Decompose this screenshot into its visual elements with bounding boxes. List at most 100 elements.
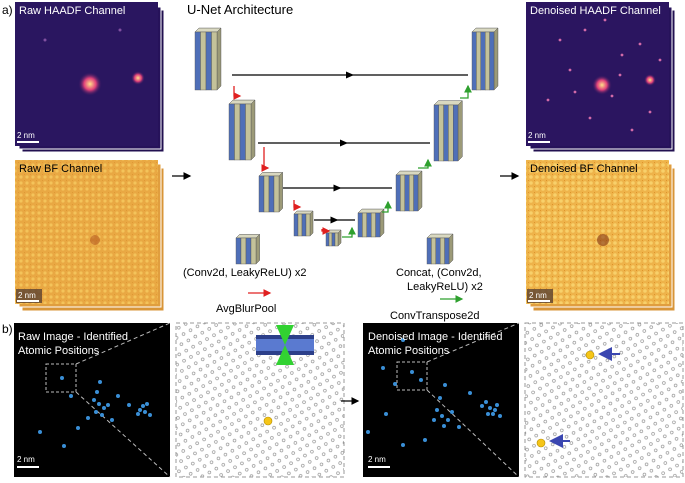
beam-bottom-icon: [276, 345, 294, 365]
haadf-atom-0: [558, 38, 562, 42]
legend-concat-block-shape: [426, 233, 454, 265]
legend-pool-label: AvgBlurPool: [216, 303, 276, 315]
skip-connection-3-head: [333, 184, 342, 192]
raw-atom-17: [76, 426, 80, 430]
denoised-bf-image: 2 nm: [526, 160, 676, 312]
raw-atom-16: [136, 412, 140, 416]
haadf-atom-4: [568, 68, 572, 72]
haadf-atom-13: [618, 73, 622, 77]
denoised-atom-14: [491, 412, 495, 416]
denoised-bf-scalebar-label: 2 nm: [529, 291, 547, 300]
pool-arrow-3: [293, 200, 302, 211]
pool-arrow-4: [321, 227, 331, 235]
haadf-atom-5: [610, 94, 614, 98]
denoised-zoom-lattice: [524, 322, 684, 478]
raw-atom-21: [116, 394, 120, 398]
unet-title: U-Net Architecture: [187, 2, 293, 17]
denoised-haadf-image: 2 nm: [526, 2, 676, 153]
denoised-atom-3: [438, 396, 442, 400]
raw-atom-13: [145, 402, 149, 406]
raw-atom-5: [102, 406, 106, 410]
denoised-atom-9: [432, 418, 436, 422]
denoised-atom-10: [484, 400, 488, 404]
denoised-atom-12: [493, 408, 497, 412]
unet-dec-block-3: [395, 170, 423, 212]
panel-a-label: a): [2, 3, 13, 17]
haadf-atom-6: [588, 116, 592, 120]
raw-bf-image: 2 nm: [15, 160, 165, 312]
denoised-atom-1: [393, 382, 397, 386]
up-arrow-4: [460, 84, 472, 99]
denoised-haadf-title: Denoised HAADF Channel: [530, 5, 661, 17]
denoised-atom-0: [410, 370, 414, 374]
denoised-atom-6: [446, 418, 450, 422]
unet-enc-block-2: [228, 99, 256, 161]
raw-positions-scalebar-label: 2 nm: [17, 455, 35, 464]
denoised-atom-11: [488, 406, 492, 410]
denoised-atom-13: [495, 403, 499, 407]
up-arrow-1: [342, 226, 356, 238]
beam-top-icon: [276, 325, 294, 345]
pool-arrow-1: [233, 86, 242, 100]
raw-atom-20: [62, 444, 66, 448]
raw-haadf-title: Raw HAADF Channel: [19, 5, 125, 17]
skip-connection-2-head: [340, 139, 348, 147]
raw-atom-12: [141, 404, 145, 408]
unet-bottleneck: [325, 229, 342, 247]
raw-atom-19: [38, 430, 42, 434]
up-arrow-2: [382, 200, 392, 213]
raw-positions-title-1: Raw Image - Identified: [18, 331, 128, 343]
denoised-atom-17: [480, 404, 484, 408]
legend-conv-label: (Conv2d, LeakyReLU) x2: [183, 267, 307, 279]
skip-connection-1-head: [346, 71, 354, 79]
denoised-atom-19: [384, 412, 388, 416]
legend-conv-block: [235, 233, 261, 265]
raw-atom-1: [98, 380, 102, 384]
denoised-atom-18: [401, 338, 405, 342]
haadf-atom-11: [603, 18, 607, 22]
haadf-atom-10: [658, 58, 662, 62]
haadf-atom-12: [573, 90, 577, 94]
haadf-atom-2: [620, 53, 624, 57]
raw-positions-title-2: Atomic Positions: [18, 345, 100, 357]
raw-haadf-scalebar-label: 2 nm: [17, 131, 35, 140]
denoised-atom-24: [468, 391, 472, 395]
unet-dec-block-2: [433, 100, 463, 162]
haadf-atom-9: [630, 128, 634, 132]
denoised-positions-title-2: Atomic Positions: [368, 345, 450, 357]
skip-connection-4-head: [330, 216, 339, 224]
unet-enc-block-4: [293, 210, 314, 237]
raw-positions-image: 2 nm: [14, 322, 171, 478]
haadf-atom-1: [583, 28, 587, 32]
raw-bf-scalebar-label: 2 nm: [18, 291, 36, 300]
legend-concat-label-1: Concat, (Conv2d,: [396, 267, 482, 279]
raw-atom-0: [60, 376, 64, 380]
legend-concat-block: [426, 233, 454, 265]
denoised-atom-16: [486, 412, 490, 416]
denoised-positions-title-1: Denoised Image - Identified: [368, 331, 503, 343]
denoised-haadf-scalebar-label: 2 nm: [528, 131, 546, 140]
legend-concat-label-2: LeakyReLU) x2: [407, 281, 483, 293]
denoised-atom-8: [450, 410, 454, 414]
pool-arrow-2: [261, 147, 270, 172]
raw-haadf-scalebar: [17, 141, 39, 143]
denoised-bf-title: Denoised BF Channel: [530, 163, 638, 175]
legend: (Conv2d, LeakyReLU) x2 AvgBlurPool Conca…: [183, 233, 483, 322]
denoised-atom-26: [381, 366, 385, 370]
up-arrow-3: [418, 158, 432, 169]
raw-atom-15: [148, 413, 152, 417]
raw-bf-scalebar: [17, 300, 39, 302]
unet-dec-block-4: [357, 208, 385, 238]
raw-atom-6: [94, 410, 98, 414]
legend-conv-block-shape: [235, 233, 261, 265]
unet-diagram: [194, 27, 499, 247]
raw-atom-14: [143, 410, 147, 414]
raw-atom-4: [97, 402, 101, 406]
denoised-zoom-yellow-atom-2: [536, 438, 546, 448]
denoised-positions-scalebar-label: 2 nm: [368, 455, 386, 464]
raw-bf-title: Raw BF Channel: [19, 163, 102, 175]
raw-atom-9: [106, 403, 110, 407]
denoised-atom-15: [498, 414, 502, 418]
raw-atom-3: [92, 398, 96, 402]
